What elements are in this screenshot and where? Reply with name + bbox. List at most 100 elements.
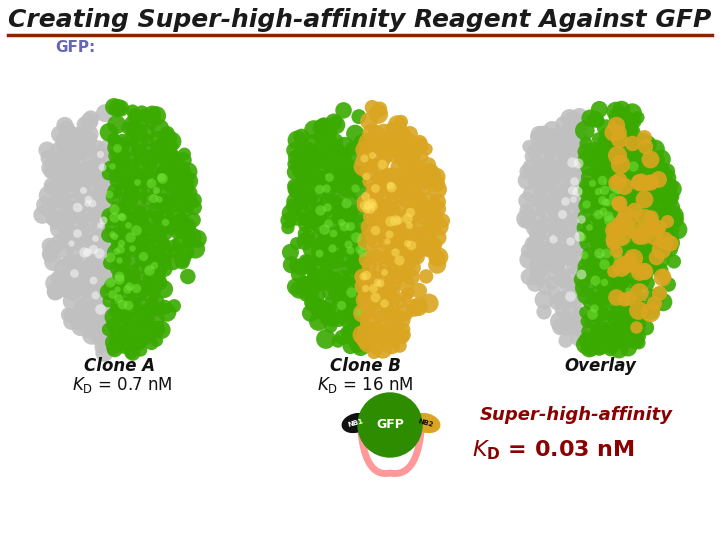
- Point: [634, 213, 645, 221]
- Point: [136, 239, 148, 248]
- Point: [428, 170, 440, 179]
- Point: [582, 231, 593, 239]
- Point: [533, 266, 544, 275]
- Point: [630, 226, 642, 235]
- Point: [389, 176, 400, 184]
- Point: [639, 305, 650, 313]
- Point: [96, 244, 108, 253]
- Point: [535, 265, 546, 274]
- Point: [575, 326, 586, 334]
- Point: [392, 233, 403, 242]
- Point: [618, 237, 630, 246]
- Point: [327, 236, 338, 245]
- Point: [390, 267, 401, 276]
- Point: [639, 267, 650, 275]
- Point: [606, 168, 618, 177]
- Point: [88, 176, 99, 185]
- Point: [420, 244, 431, 253]
- Point: [349, 287, 361, 296]
- Point: [630, 140, 642, 149]
- Point: [176, 176, 188, 185]
- Point: [546, 241, 557, 250]
- Point: [413, 143, 425, 152]
- Point: [623, 271, 634, 280]
- Point: [596, 176, 608, 185]
- Point: [102, 207, 114, 216]
- Point: [134, 212, 145, 221]
- Point: [66, 289, 78, 298]
- Point: [111, 120, 122, 129]
- Point: [662, 195, 674, 204]
- Point: [531, 273, 542, 281]
- Point: [154, 265, 166, 274]
- Point: [616, 276, 628, 285]
- Point: [328, 316, 339, 325]
- Point: [634, 267, 645, 276]
- Point: [370, 253, 382, 262]
- Point: [81, 199, 93, 208]
- Point: [358, 163, 369, 171]
- Point: [590, 295, 602, 304]
- Point: [75, 229, 86, 238]
- Point: [341, 315, 353, 323]
- Point: [141, 169, 153, 178]
- Point: [108, 313, 120, 321]
- Point: [289, 261, 301, 270]
- Point: [66, 218, 78, 227]
- Point: [122, 220, 134, 229]
- Point: [613, 134, 624, 143]
- Point: [341, 299, 352, 307]
- Point: [576, 193, 588, 202]
- Point: [598, 207, 609, 215]
- Point: [388, 332, 400, 340]
- Point: [113, 293, 125, 302]
- Point: [631, 229, 642, 238]
- Point: [601, 143, 613, 151]
- Point: [374, 105, 385, 113]
- Point: [127, 239, 138, 247]
- Point: [88, 236, 99, 245]
- Point: [529, 168, 541, 177]
- Point: [581, 262, 593, 271]
- Point: [590, 264, 602, 272]
- Point: [557, 205, 568, 214]
- Point: [330, 185, 342, 193]
- Point: [402, 147, 414, 156]
- Point: [45, 250, 56, 259]
- Point: [585, 256, 596, 265]
- Point: [154, 145, 166, 153]
- Point: [546, 141, 558, 150]
- Point: [629, 297, 641, 306]
- Point: [384, 180, 396, 189]
- Point: [633, 186, 644, 195]
- Point: [564, 130, 575, 138]
- Point: [126, 244, 138, 252]
- Point: [176, 254, 188, 263]
- Point: [602, 198, 613, 207]
- Point: [103, 297, 114, 306]
- Point: [392, 120, 403, 129]
- Point: [48, 258, 59, 266]
- Point: [127, 107, 138, 116]
- Point: [107, 290, 118, 299]
- Point: [590, 187, 602, 196]
- Point: [117, 213, 128, 221]
- Point: [379, 268, 390, 276]
- Point: [70, 258, 81, 266]
- Point: [104, 259, 116, 267]
- Point: [336, 167, 348, 176]
- Point: [358, 154, 369, 163]
- Point: [580, 187, 592, 195]
- Point: [591, 326, 603, 335]
- Point: [634, 232, 645, 240]
- Point: [314, 233, 325, 242]
- Point: [362, 339, 374, 347]
- Point: [668, 257, 680, 266]
- Point: [294, 166, 305, 175]
- Point: [635, 141, 647, 150]
- Point: [361, 270, 372, 279]
- Point: [383, 288, 395, 297]
- Point: [638, 146, 649, 154]
- Point: [409, 303, 420, 312]
- Point: [416, 201, 428, 210]
